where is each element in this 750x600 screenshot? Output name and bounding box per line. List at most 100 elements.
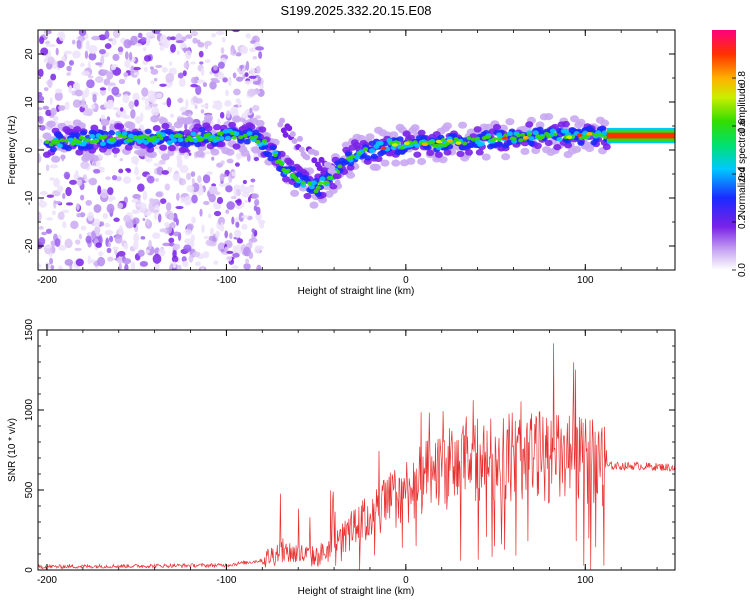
noise-speck [175,205,184,210]
spectral-blob [346,164,355,171]
noise-speck [104,30,110,40]
spectral-blob [380,159,390,167]
spectral-blob [288,166,296,172]
spectral-blob [85,138,91,143]
spectral-blob [128,138,134,143]
noise-speck [133,240,139,251]
noise-speck [45,228,52,234]
snr-y-label: SNR (10 * v/v) [7,418,18,482]
spectral-blob [258,126,267,133]
noise-speck [151,106,160,117]
spectral-blob [203,114,213,122]
noise-speck [172,243,181,250]
spectral-blob [337,164,343,169]
spectral-blob [81,136,87,141]
noise-speck [159,83,167,87]
spectral-blob [511,136,517,141]
noise-speck [251,193,260,199]
noise-speck [45,109,52,117]
noise-speck [220,160,225,166]
spectral-blob [370,153,378,160]
noise-speck [118,78,126,85]
noise-speck [143,47,147,52]
noise-speck [227,76,232,87]
noise-speck [252,104,260,112]
noise-speck [204,59,211,64]
noise-speck [64,259,74,266]
noise-speck [244,199,249,203]
noise-speck [68,60,74,66]
noise-speck [225,185,233,193]
noise-speck [92,93,97,103]
noise-speck [107,256,114,262]
noise-speck [241,215,249,219]
spectral-blob [210,148,220,156]
spectral-blob [188,138,194,143]
noise-speck [64,238,73,249]
spectral-blob [438,156,448,164]
spectral-blob [324,180,330,185]
spectral-blob [225,148,235,156]
x-tick-label: -200 [37,275,57,286]
noise-speck [92,162,97,166]
noise-speck [184,201,190,206]
noise-speck [91,104,96,110]
noise-speck [54,88,63,94]
spectral-blob [318,156,325,163]
figure-title: S199.2025.332.20.15.E08 [280,3,431,18]
noise-speck [146,175,155,184]
x-tick-label: -100 [216,275,236,286]
noise-speck [232,252,240,258]
spectral-blob [561,120,570,128]
noise-speck [118,51,123,55]
spectral-blob [232,143,241,150]
noise-speck [112,246,119,251]
noise-speck [75,258,84,267]
spectral-blob [369,148,376,154]
spectral-blob [399,145,405,150]
noise-speck [38,115,44,125]
noise-speck [144,104,151,111]
spectral-blob [518,138,524,143]
noise-speck [169,61,173,67]
spectral-blob [532,130,539,136]
spectrogram-x-ticks: -200 -100 0 100 [37,30,658,286]
noise-speck [137,78,141,85]
spectral-blob [496,137,502,142]
spectral-blob [473,126,482,133]
spectral-blob [121,134,127,139]
noise-speck [75,169,79,177]
noise-speck [113,152,118,158]
noise-speck [259,221,265,229]
noise-speck [107,85,111,92]
noise-speck [71,39,76,45]
noise-speck [248,75,257,79]
noise-speck [166,97,172,108]
spectral-blob [237,138,245,144]
spectral-blob [602,143,611,151]
spectral-blob [308,188,316,194]
noise-speck [213,260,219,265]
noise-speck [61,154,65,162]
noise-speck [145,218,150,226]
noise-speck [249,185,254,194]
noise-speck [41,231,48,236]
spectral-blob [291,137,298,144]
noise-speck [118,263,122,270]
noise-speck [140,236,146,240]
noise-speck [253,156,259,162]
spectral-blob [76,139,82,144]
noise-speck [206,171,213,176]
noise-speck [164,183,171,191]
noise-speck [192,251,201,258]
noise-speck [141,96,146,101]
noise-speck [178,178,187,186]
noise-speck [185,34,193,39]
spectral-blob [111,147,120,154]
x-tick-label: 100 [577,575,594,586]
noise-speck [84,87,90,98]
noise-speck [76,212,82,218]
noise-speck [64,101,70,111]
spectral-blob [171,137,178,143]
spectral-blob [458,121,468,129]
